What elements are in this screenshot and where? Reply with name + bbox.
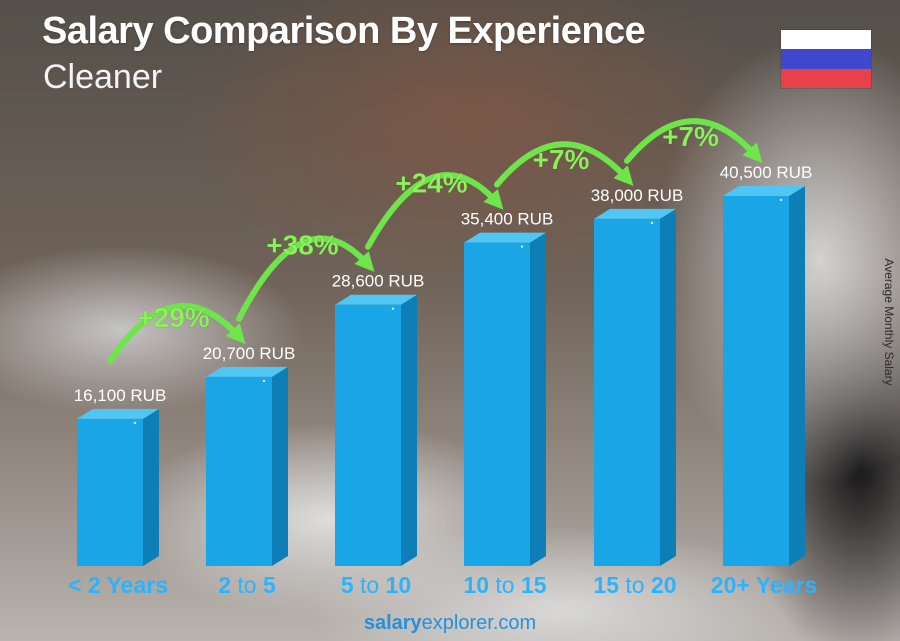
category-label: 2 to 5 [218,572,276,598]
category-label-part: 10 [386,572,412,598]
value-label: 40,500 RUB [720,163,813,182]
category-label-part: 2 [218,572,231,598]
bar-top [723,186,805,196]
flag-stripe-blue [781,49,871,69]
change-label: +38% [266,230,338,261]
change-arrow [365,172,504,250]
bar-highlight [391,307,395,310]
bar [206,376,272,566]
change-label: +7% [662,121,719,152]
value-label: 28,600 RUB [332,272,425,291]
category-label-part: 5 [263,572,276,598]
category-label-part: 10 [463,572,489,598]
bar-highlight [779,198,783,202]
category-label-part: 5 [341,572,354,598]
change-arrow [107,303,246,364]
bar [594,218,660,566]
category-label: 20+ Years [711,572,817,598]
bar-highlight [520,245,524,248]
change-label: +24% [395,168,467,199]
category-label-part: 20 [651,572,677,598]
change-arrow [494,141,634,188]
footer-tld: .com [492,612,537,634]
bar [464,242,530,566]
flag-stripe-red [781,68,871,88]
category-label-part: < 2 Years [68,572,168,598]
category-label: < 2 Years [68,572,168,598]
bar [77,418,143,566]
russia-flag-icon [780,29,872,89]
footer-brand-rest: explorer [421,612,493,634]
chart-title: Salary Comparison By Experience [42,10,646,52]
bar [723,196,789,566]
category-label: 10 to 15 [463,572,546,598]
bar-side [143,408,159,566]
flag-stripe-white [781,30,871,50]
bar [335,304,401,566]
bar-highlight [133,421,137,425]
change-arrow [624,118,763,164]
category-label-part: 20+ Years [711,572,817,598]
category-label-part: 15 [593,572,619,598]
change-label: +29% [137,302,209,333]
bar-top [594,208,676,219]
footer-link[interactable]: salaryexplorer.com [0,612,900,635]
category-label-part: 15 [521,572,547,598]
category-label-part: to [619,572,651,598]
bar-highlight [650,221,654,225]
bar-highlight [262,379,266,383]
category-label: 5 to 10 [341,572,411,598]
bar-side [401,294,417,566]
chart-subtitle: Cleaner [43,58,163,96]
bar-top [335,294,417,305]
bar-side [789,186,805,566]
value-label: 16,100 RUB [74,386,167,405]
bar-top [77,408,159,419]
bar-side [660,208,676,566]
category-label-part: to [231,572,263,598]
bar-side [272,366,288,566]
bar-side [530,232,546,566]
change-arrow [236,235,375,322]
value-label: 20,700 RUB [203,344,296,363]
footer-brand: salary [363,612,422,634]
bar-top [464,232,546,243]
change-label: +7% [533,144,590,175]
category-label: 15 to 20 [593,572,676,598]
value-label: 38,000 RUB [591,186,684,205]
value-label: 35,400 RUB [461,210,554,229]
bar-top [206,366,288,377]
category-label-part: to [354,572,386,598]
category-label-part: to [489,572,521,598]
